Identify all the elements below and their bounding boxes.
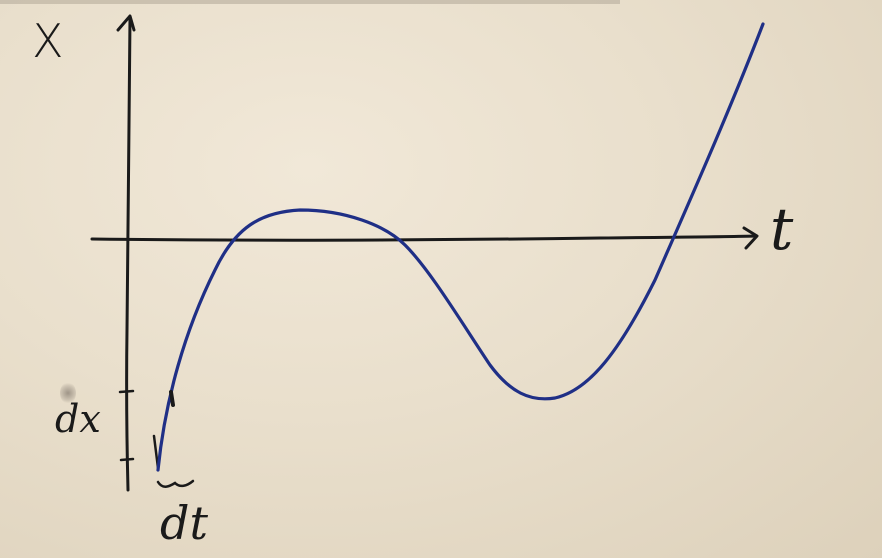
dx-upper-tick (118, 389, 135, 394)
dt-brace (156, 479, 195, 488)
blue-curve (156, 22, 765, 472)
dx-lower-tick (119, 457, 135, 462)
board-top-edge (0, 0, 620, 4)
vertical-axis-arrowhead (116, 14, 136, 32)
dx-label: dx (55, 397, 101, 441)
horizontal-axis-label: t (770, 195, 794, 263)
vertical-axis-line (125, 16, 132, 492)
ink-smudge (60, 382, 76, 404)
vertical-axis-label: X (32, 14, 64, 68)
horizontal-axis-line (90, 234, 758, 242)
horizontal-axis-arrowhead (742, 226, 759, 250)
dt-label: dt (160, 496, 208, 550)
curve-start-mark (169, 390, 175, 407)
